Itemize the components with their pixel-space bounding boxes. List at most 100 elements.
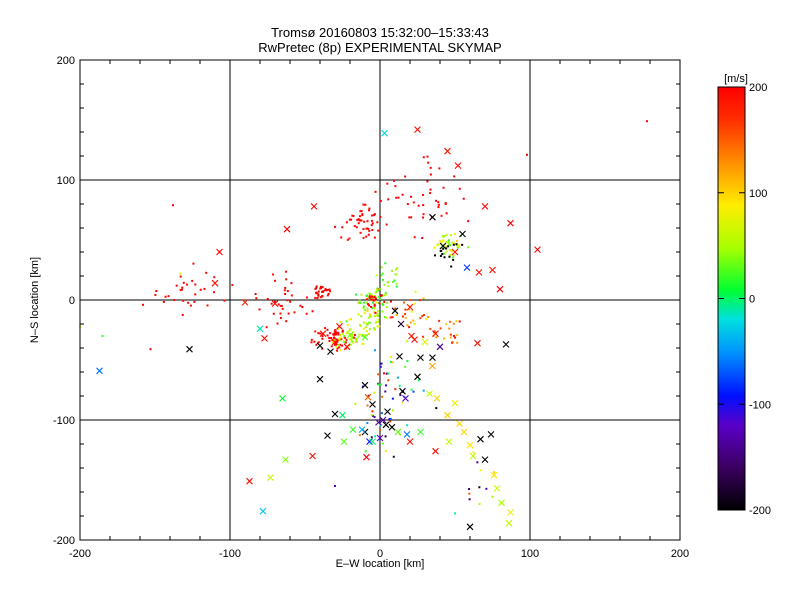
velocity-dot [370,295,373,298]
velocity-dot [445,323,448,326]
velocity-dot [333,343,336,346]
velocity-dot [172,204,174,207]
velocity-dot [348,218,351,221]
velocity-cross [507,509,514,516]
velocity-dot [350,332,353,335]
velocity-dot [272,273,275,276]
velocity-dot [394,307,397,310]
velocity-dot [339,320,342,323]
velocity-dot [429,192,432,195]
velocity-dot [186,283,189,286]
velocity-dot [293,311,296,314]
velocity-dot [310,338,313,341]
velocity-cross [366,438,373,445]
velocity-cross [502,341,510,348]
velocity-cross [336,323,343,330]
velocity-dot [421,315,424,318]
velocity-dot [408,308,411,311]
velocity-dot [439,327,442,330]
velocity-cross [382,421,390,429]
velocity-dot [370,224,373,227]
velocity-dot [358,299,361,302]
velocity-dot [213,276,216,279]
velocity-dot [448,327,451,330]
velocity-dot [366,323,369,326]
velocity-cross [456,420,463,427]
velocity-dot [333,333,336,336]
velocity-cross [481,456,489,463]
velocity-dot [437,203,440,206]
velocity-dot [326,294,329,297]
velocity-dot [467,246,470,249]
velocity-dot [206,304,209,307]
velocity-dot [366,220,369,223]
velocity-dot [435,199,438,202]
velocity-dot [334,329,337,332]
velocity-dot [339,336,342,339]
velocity-dot [392,455,395,458]
velocity-dot [391,409,394,412]
velocity-dot [408,326,411,329]
velocity-dot [314,296,317,299]
velocity-dot [349,328,352,331]
velocity-cross [493,485,501,492]
velocity-dot [412,390,415,393]
velocity-dot [335,338,338,341]
velocity-dot [341,226,344,229]
velocity-dot [435,407,438,410]
velocity-dot [384,435,387,438]
velocity-dot [331,339,334,342]
velocity-dot [389,300,392,303]
velocity-dot [374,291,377,294]
velocity-dot [406,340,409,343]
velocity-dot [452,258,455,261]
velocity-dot [368,297,371,300]
velocity-cross [403,431,411,438]
velocity-dot [373,327,376,330]
y-tick-label: -200 [53,535,75,547]
velocity-cross [496,285,504,293]
velocity-dot [311,310,314,313]
velocity-dot [383,294,386,297]
velocity-dot [192,262,195,265]
velocity-dot [285,320,288,323]
velocity-dot [255,297,258,300]
velocity-dot [313,340,316,343]
velocity-dot [417,379,420,382]
velocity-cross [361,333,369,341]
velocity-dot [404,316,407,319]
velocity-dot [328,288,331,291]
velocity-dot [194,293,197,296]
velocity-dot [455,320,458,323]
velocity-cross [388,423,396,431]
velocity-dot [385,372,388,375]
velocity-dot [451,341,454,344]
velocity-dot [279,317,282,320]
x-tick-label: 200 [671,548,689,560]
velocity-dot [376,310,379,313]
velocity-dot [367,316,370,319]
velocity-dot [179,272,182,275]
velocity-dot [231,284,234,287]
velocity-dot [367,296,370,299]
velocity-dot [385,223,388,226]
velocity-dot [389,418,392,421]
velocity-dot [456,341,459,344]
velocity-dot [167,295,170,298]
velocity-dot [323,327,326,330]
velocity-dot [336,347,339,350]
velocity-dot [443,337,446,340]
velocity-dot [493,471,496,474]
velocity-dot [354,402,357,405]
colorbar-tick-label: 100 [749,188,767,200]
velocity-cross [391,307,399,315]
velocity-dot [331,341,334,344]
velocity-dot [359,324,362,327]
velocity-dot [315,292,318,295]
velocity-dot [212,291,215,294]
velocity-dot [396,267,399,270]
velocity-dot [329,290,332,293]
velocity-dot [358,215,361,218]
velocity-dot [447,245,450,248]
velocity-dot [361,214,364,217]
